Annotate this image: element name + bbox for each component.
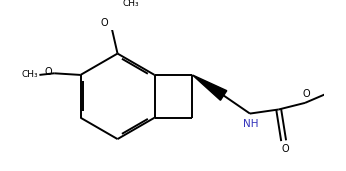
Text: CH₃: CH₃ <box>122 0 139 8</box>
Text: CH₃: CH₃ <box>21 70 38 80</box>
Text: NH: NH <box>243 119 258 129</box>
Text: O: O <box>302 89 310 99</box>
Text: O: O <box>45 68 53 77</box>
Text: O: O <box>100 18 108 28</box>
Text: O: O <box>282 144 289 154</box>
Polygon shape <box>192 75 227 100</box>
